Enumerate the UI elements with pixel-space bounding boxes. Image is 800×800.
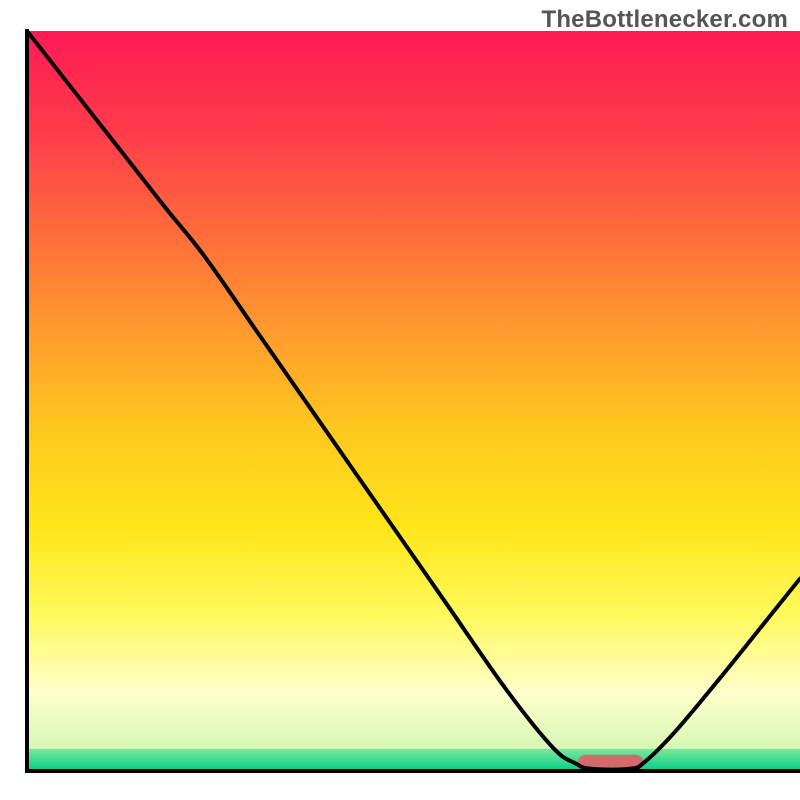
bottleneck-chart — [0, 0, 800, 800]
green-band — [27, 749, 800, 771]
watermark-text: TheBottlenecker.com — [541, 6, 788, 34]
chart-container: TheBottlenecker.com — [0, 0, 800, 800]
gradient-background — [27, 31, 800, 693]
